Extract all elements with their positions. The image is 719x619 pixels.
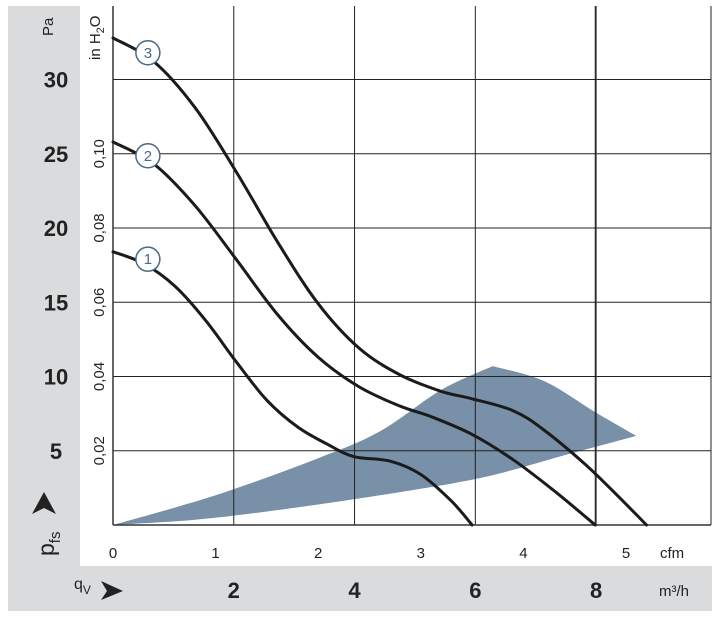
m3h-unit-label: m³/h <box>659 583 689 600</box>
inh2o-tick-label: 0,02 <box>91 436 108 465</box>
pa-tick-label: 15 <box>44 290 68 315</box>
x-axis-arrow-icon <box>101 581 123 600</box>
cfm-tick-label: 1 <box>211 545 219 562</box>
curve-label-1: 1 <box>144 251 152 268</box>
cfm-tick-label: 3 <box>417 545 425 562</box>
cfm-tick-label: 5 <box>622 545 630 562</box>
x-axis-label: qV <box>74 576 91 597</box>
inh2o-tick-label: 0,04 <box>91 362 108 391</box>
m3h-tick-label: 8 <box>590 578 602 603</box>
cfm-unit-label: cfm <box>660 545 684 562</box>
pa-tick-label: 25 <box>44 142 68 167</box>
inh2o-unit-label: in H2O <box>87 16 107 60</box>
operating-zone <box>113 366 637 525</box>
cfm-tick-label: 2 <box>314 545 322 562</box>
m3h-tick-label: 2 <box>228 578 240 603</box>
curve-marker-1 <box>135 246 161 272</box>
left-axis-panel <box>8 6 80 611</box>
inh2o-tick-label: 0,08 <box>91 213 108 242</box>
curve-marker-3 <box>135 40 161 66</box>
m3h-tick-label: 4 <box>348 578 361 603</box>
curve-marker-2 <box>135 143 161 169</box>
y-axis-arrow-icon <box>32 492 56 514</box>
performance-curves <box>111 36 648 527</box>
pa-tick-label: 5 <box>50 439 62 464</box>
m3h-tick-label: 6 <box>469 578 481 603</box>
curve-2 <box>111 140 597 527</box>
inh2o-tick-label: 0,06 <box>91 288 108 317</box>
curve-label-3: 3 <box>144 45 152 62</box>
cfm-tick-label: 4 <box>519 545 527 562</box>
curve-markers: 1 2 3 <box>135 40 161 272</box>
pa-tick-label: 30 <box>44 68 68 93</box>
y-axis-label: pfs <box>33 532 64 556</box>
curve-1 <box>111 250 474 527</box>
pa-tick-label: 20 <box>44 216 68 241</box>
inh2o-tick-label: 0,10 <box>91 139 108 168</box>
pa-unit-label: Pa <box>40 17 57 36</box>
cfm-tick-label: 0 <box>109 545 117 562</box>
grid-lines <box>113 6 712 525</box>
curve-3 <box>111 36 648 527</box>
bottom-axis-panel <box>8 566 712 611</box>
curve-label-2: 2 <box>144 148 152 165</box>
pa-tick-label: 10 <box>44 365 68 390</box>
